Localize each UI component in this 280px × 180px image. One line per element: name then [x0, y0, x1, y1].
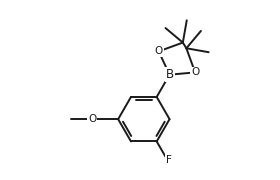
Text: O: O — [155, 46, 163, 56]
Text: F: F — [166, 155, 172, 165]
Text: B: B — [165, 68, 174, 81]
Text: O: O — [88, 114, 97, 124]
Text: O: O — [191, 68, 199, 77]
